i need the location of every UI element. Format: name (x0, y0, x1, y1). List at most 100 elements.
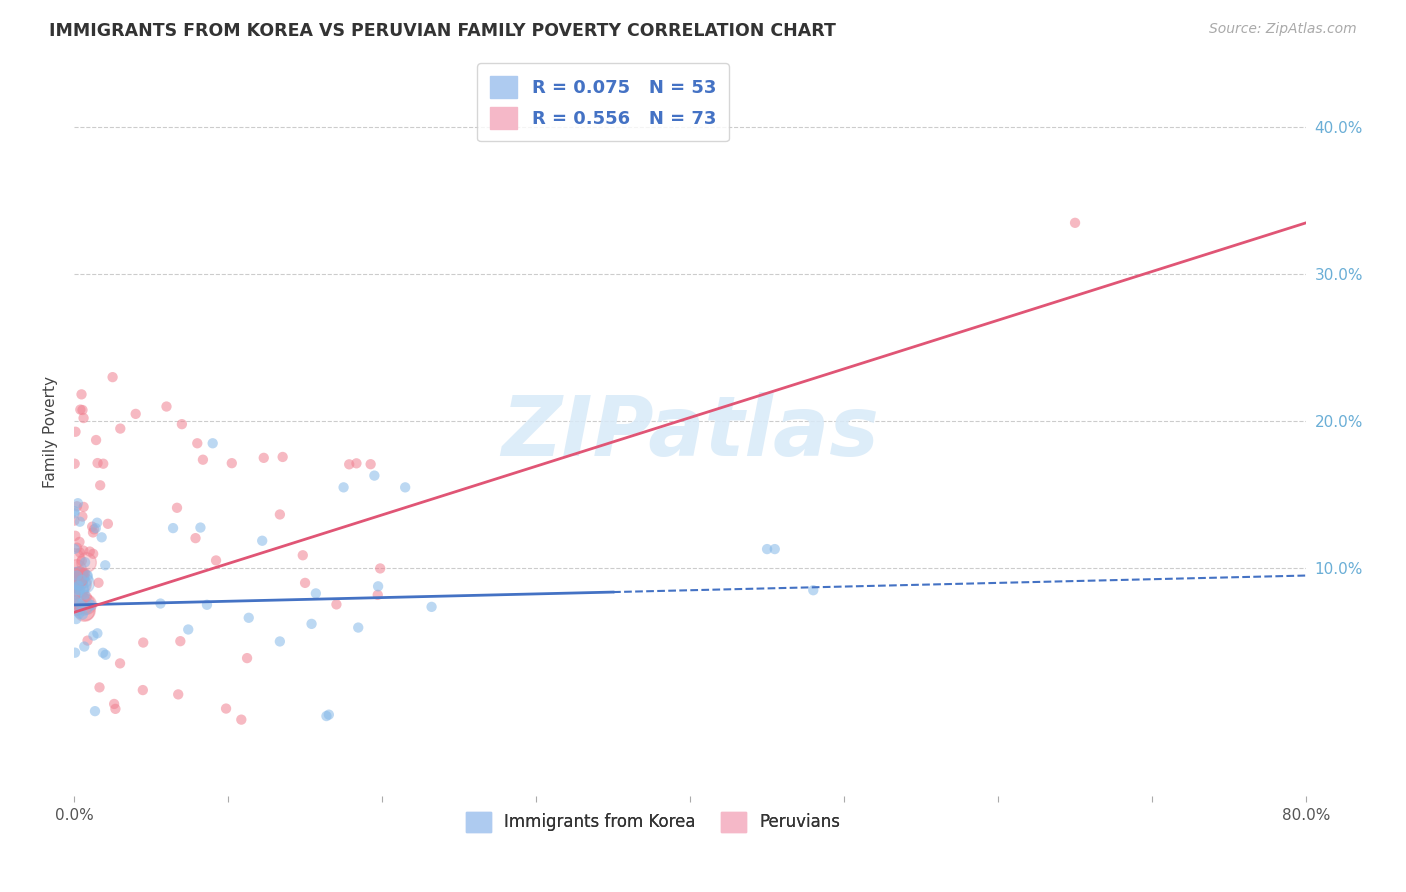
Point (66, 579, 89, 593)
Point (86, 516, 108, 530)
Point (166, 500, 188, 515)
Point (94, 558, 117, 573)
Point (66, 541, 89, 555)
Point (87, 575, 110, 590)
Point (66, 582, 89, 597)
Point (63, 504, 86, 518)
Point (91, 457, 114, 471)
Point (167, 687, 190, 701)
Point (103, 697, 125, 711)
Point (91, 646, 114, 660)
Point (318, 707, 340, 722)
Point (291, 548, 314, 562)
Point (79, 544, 101, 558)
Point (66, 580, 89, 594)
Point (72, 566, 94, 580)
Point (75, 555, 97, 569)
Point (169, 634, 191, 648)
Point (67, 568, 90, 582)
Point (75, 597, 97, 611)
Point (221, 456, 243, 470)
Point (367, 579, 389, 593)
Point (195, 598, 218, 612)
Point (201, 436, 224, 450)
Point (66, 500, 89, 514)
Point (63, 574, 86, 589)
Point (337, 458, 360, 472)
Point (101, 370, 124, 384)
Point (347, 621, 370, 635)
Point (63, 551, 86, 566)
Point (269, 634, 291, 648)
Y-axis label: Family Poverty: Family Poverty (44, 376, 58, 488)
Point (82, 525, 104, 540)
Text: Source: ZipAtlas.com: Source: ZipAtlas.com (1209, 22, 1357, 37)
Point (67, 579, 90, 593)
Point (65, 562, 87, 576)
Point (72, 543, 94, 558)
Point (394, 480, 416, 494)
Point (301, 616, 323, 631)
Point (69, 598, 91, 612)
Point (177, 623, 200, 637)
Point (84, 704, 107, 718)
Point (66, 496, 89, 510)
Point (72, 604, 94, 618)
Point (65, 425, 87, 439)
Point (69, 534, 91, 549)
Point (191, 452, 214, 467)
Point (69, 583, 91, 598)
Point (72, 403, 94, 417)
Point (82, 519, 104, 533)
Point (86, 626, 108, 640)
Point (75, 603, 97, 617)
Point (63, 541, 86, 556)
Point (360, 457, 382, 471)
Point (108, 657, 131, 671)
Point (170, 417, 193, 432)
Point (368, 561, 391, 575)
Point (238, 611, 260, 625)
Point (132, 635, 155, 649)
Point (269, 508, 291, 522)
Point (67, 607, 90, 621)
Point (205, 553, 228, 567)
Point (70, 573, 93, 587)
Point (420, 599, 443, 614)
Point (73, 588, 96, 602)
Point (72, 576, 94, 591)
Point (294, 575, 316, 590)
Point (84, 521, 107, 535)
Point (72, 598, 94, 612)
Point (84, 433, 107, 447)
Point (69, 576, 91, 591)
Point (190, 520, 212, 534)
Point (70, 387, 93, 401)
Point (756, 542, 779, 557)
Point (66, 579, 89, 593)
Point (65, 588, 87, 602)
Point (155, 400, 177, 414)
Point (65, 599, 87, 613)
Point (65, 529, 87, 543)
Point (125, 407, 148, 421)
Point (66, 568, 89, 582)
Point (63, 571, 86, 585)
Point (67, 569, 90, 583)
Point (70, 554, 93, 568)
Point (76, 568, 98, 582)
Point (231, 713, 253, 727)
Point (325, 598, 347, 612)
Point (69, 564, 91, 578)
Point (72, 509, 94, 524)
Point (186, 436, 208, 450)
Point (70, 571, 93, 585)
Point (763, 542, 786, 557)
Point (69, 545, 91, 559)
Point (65, 598, 87, 612)
Point (97, 516, 120, 531)
Point (70, 574, 93, 589)
Point (75, 555, 97, 569)
Point (73, 640, 96, 654)
Point (801, 583, 824, 598)
